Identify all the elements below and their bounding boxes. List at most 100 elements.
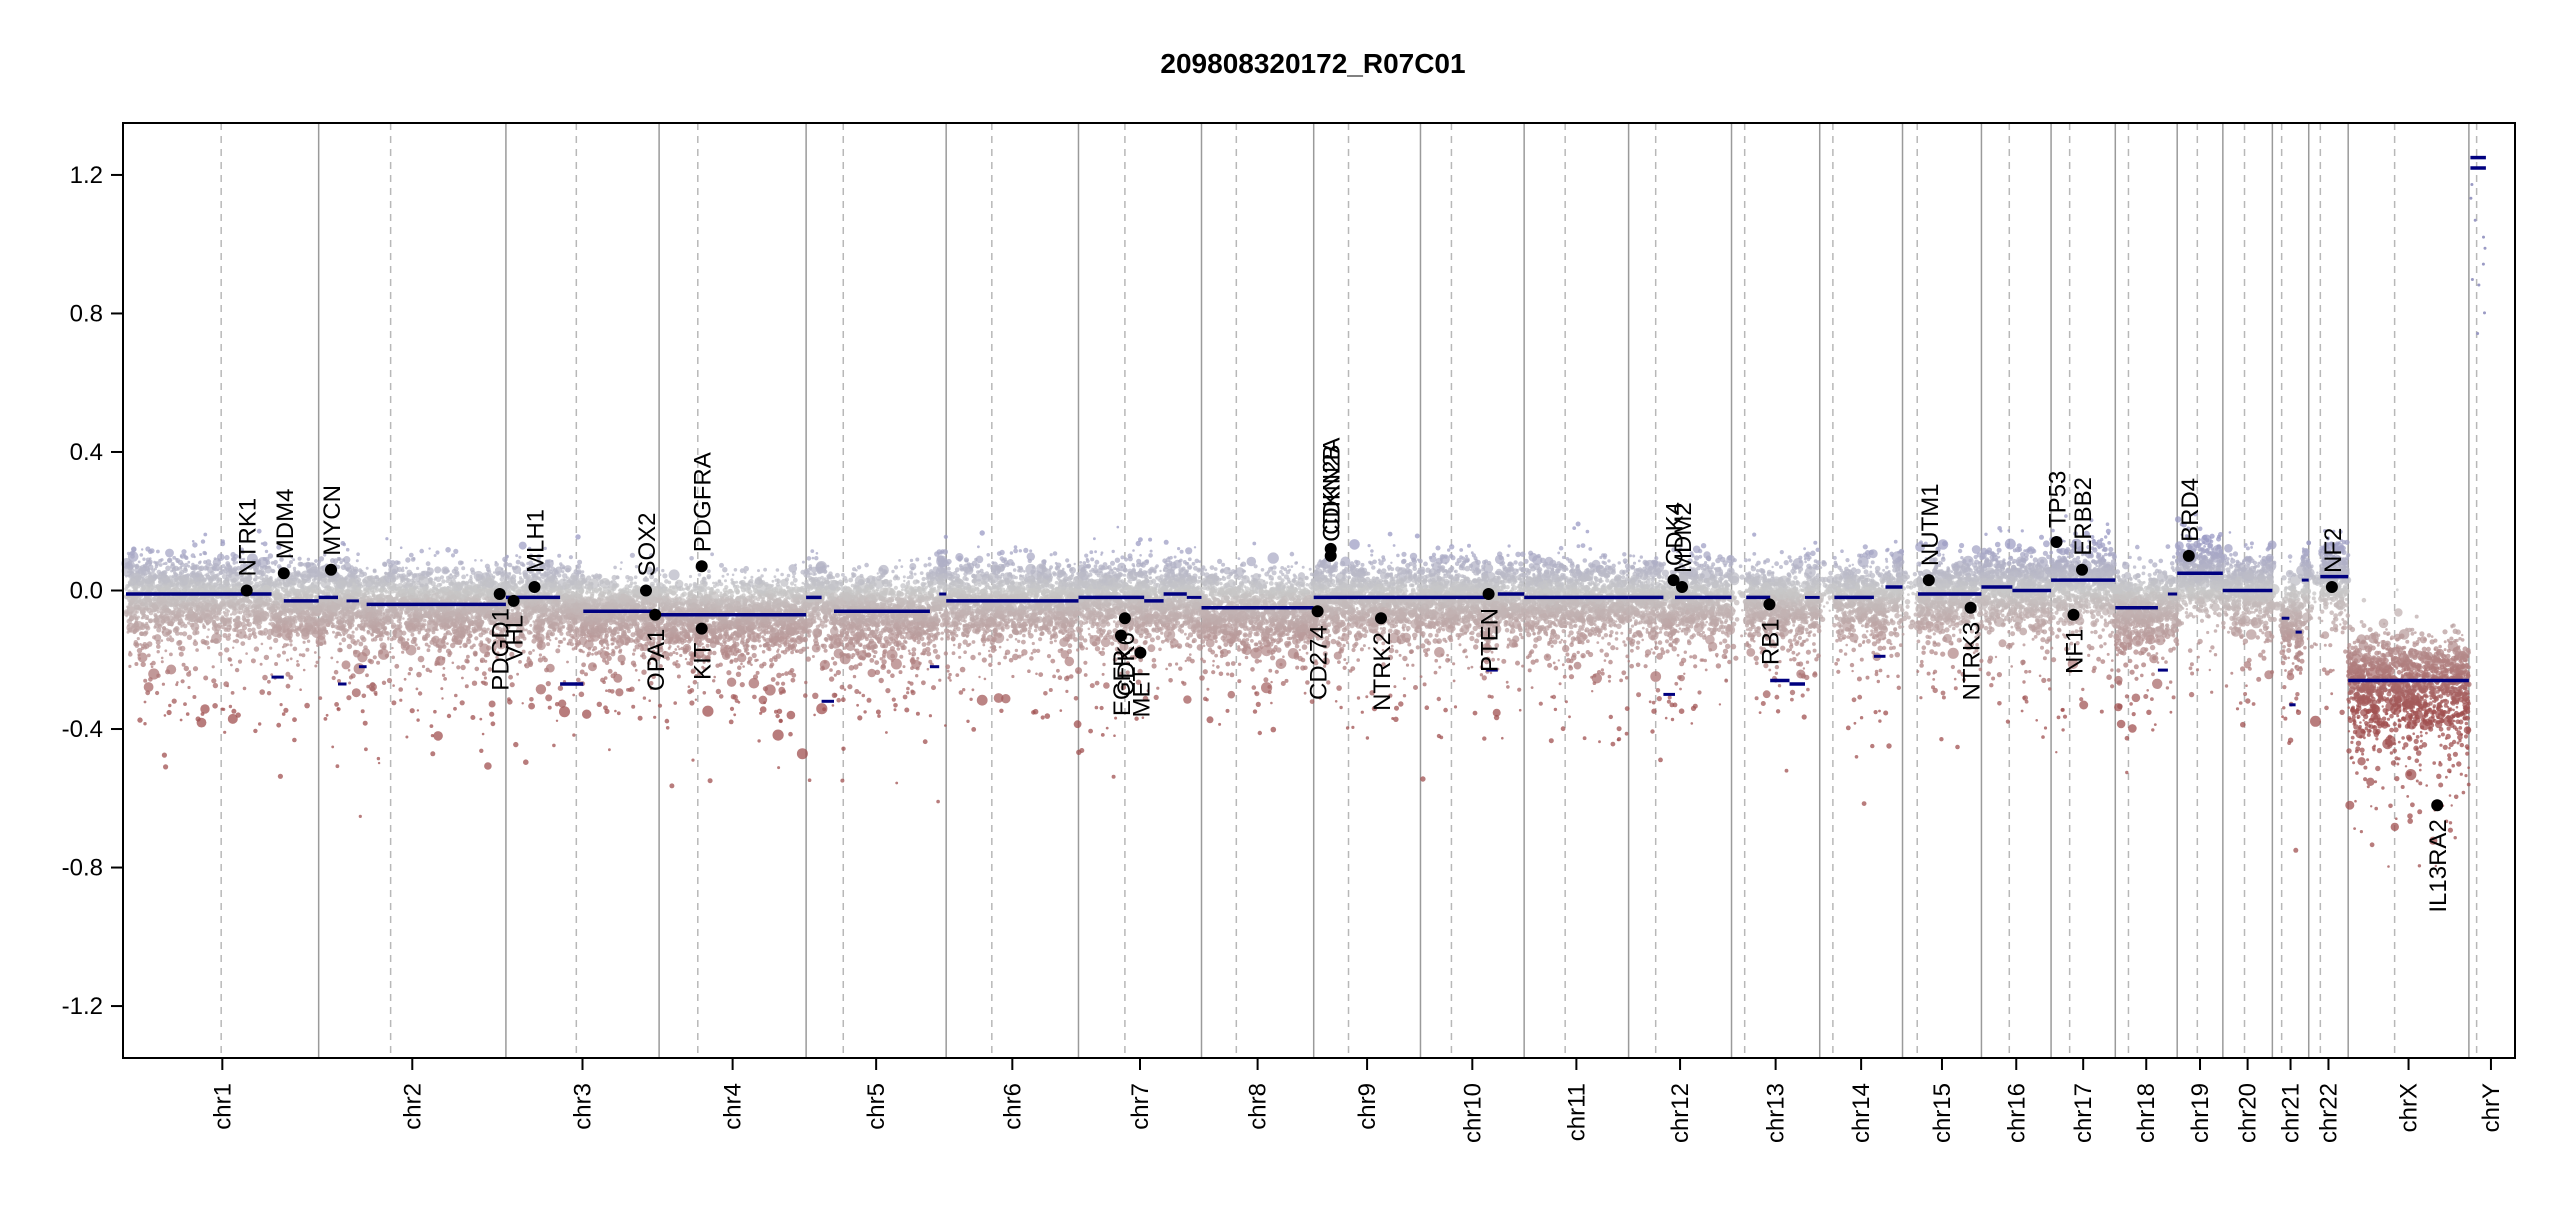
probe-point bbox=[299, 594, 302, 597]
probe-point bbox=[292, 717, 297, 722]
probe-point bbox=[156, 627, 161, 632]
probe-point bbox=[286, 659, 289, 662]
probe-point bbox=[182, 614, 185, 617]
probe-point bbox=[214, 557, 217, 560]
probe-point bbox=[187, 635, 192, 640]
probe-point bbox=[169, 635, 172, 638]
probe-point bbox=[197, 718, 207, 728]
probe-point bbox=[264, 655, 269, 660]
probe-point bbox=[148, 565, 153, 570]
probe-point bbox=[165, 669, 170, 674]
probe-point bbox=[147, 641, 153, 647]
probe-point bbox=[235, 668, 239, 672]
probe-point bbox=[207, 646, 210, 649]
probe-point bbox=[200, 584, 203, 587]
probe-point bbox=[148, 571, 151, 574]
probe-point bbox=[314, 651, 317, 654]
probe-point bbox=[191, 553, 196, 558]
probe-point bbox=[264, 632, 268, 636]
probe-point bbox=[152, 635, 156, 639]
probe-point bbox=[141, 548, 143, 550]
probe-point bbox=[271, 561, 275, 565]
probe-point bbox=[145, 617, 148, 620]
chart-svg: 209808320172_R07C01 NTRK1MDM4MYCNPDGD1VH… bbox=[0, 0, 2550, 1200]
probe-point bbox=[268, 603, 272, 607]
probe-point bbox=[232, 647, 234, 649]
probe-point bbox=[135, 621, 138, 624]
probe-point bbox=[229, 705, 232, 708]
probe-point bbox=[183, 624, 188, 629]
probe-point bbox=[141, 662, 146, 667]
probe-point bbox=[192, 542, 197, 547]
probe-point bbox=[278, 774, 283, 779]
probe-point bbox=[158, 624, 161, 627]
probe-point bbox=[153, 626, 156, 629]
probe-point bbox=[238, 660, 242, 664]
probe-point bbox=[203, 533, 207, 537]
probe-point bbox=[132, 586, 135, 589]
probe-point bbox=[316, 661, 319, 664]
probe-point bbox=[137, 653, 140, 656]
probe-point bbox=[127, 624, 130, 627]
probe-point bbox=[187, 561, 190, 564]
probe-point bbox=[228, 633, 232, 637]
probe-point bbox=[222, 708, 225, 711]
probe-point bbox=[135, 642, 139, 646]
probe-point bbox=[182, 631, 187, 636]
probe-point bbox=[307, 558, 310, 561]
probe-point bbox=[155, 691, 159, 695]
chart-title: 209808320172_R07C01 bbox=[1160, 48, 1465, 79]
probe-point bbox=[135, 565, 140, 570]
probe-point bbox=[179, 572, 183, 576]
probe-point bbox=[156, 550, 160, 554]
probe-point bbox=[314, 665, 317, 668]
probe-point bbox=[192, 695, 196, 699]
probe-point bbox=[129, 612, 132, 615]
probe-point bbox=[161, 639, 164, 642]
probe-point bbox=[164, 562, 167, 565]
probe-point bbox=[151, 661, 156, 666]
probe-point bbox=[290, 657, 293, 660]
probe-point bbox=[137, 637, 140, 640]
probe-point bbox=[140, 553, 144, 557]
probe-point bbox=[231, 709, 236, 714]
probe-point bbox=[156, 644, 161, 649]
probe-point bbox=[141, 617, 144, 620]
probe-point bbox=[203, 560, 207, 564]
probe-point bbox=[222, 633, 227, 638]
probe-point bbox=[307, 640, 310, 643]
probe-point bbox=[286, 684, 291, 689]
probe-point bbox=[258, 630, 263, 635]
probe-point bbox=[267, 635, 272, 640]
probe-point bbox=[164, 714, 167, 717]
probe-point bbox=[171, 575, 174, 578]
probe-point bbox=[161, 660, 164, 663]
probe-point bbox=[206, 636, 209, 639]
probe-point bbox=[306, 562, 311, 567]
probe-point bbox=[212, 703, 218, 709]
probe-point bbox=[232, 610, 237, 615]
probe-point bbox=[137, 600, 140, 603]
probe-point bbox=[230, 664, 233, 667]
probe-point bbox=[287, 564, 292, 569]
probe-point bbox=[161, 657, 164, 660]
probe-point bbox=[178, 646, 182, 650]
probe-point bbox=[190, 566, 194, 570]
probe-point bbox=[277, 589, 280, 592]
probe-point bbox=[303, 641, 306, 644]
probe-point bbox=[177, 640, 182, 645]
probe-point bbox=[168, 704, 171, 707]
probe-point bbox=[274, 662, 278, 666]
probe-point bbox=[160, 558, 163, 561]
probe-point bbox=[296, 663, 300, 667]
probe-point bbox=[179, 652, 184, 657]
probe-point bbox=[240, 632, 242, 634]
probe-point bbox=[165, 549, 174, 558]
probe-point bbox=[128, 665, 131, 668]
probe-point bbox=[311, 563, 314, 566]
probe-point bbox=[143, 679, 147, 683]
probe-point bbox=[167, 710, 172, 715]
probe-point bbox=[172, 556, 176, 560]
probe-point bbox=[283, 613, 287, 617]
probe-point bbox=[305, 648, 309, 652]
